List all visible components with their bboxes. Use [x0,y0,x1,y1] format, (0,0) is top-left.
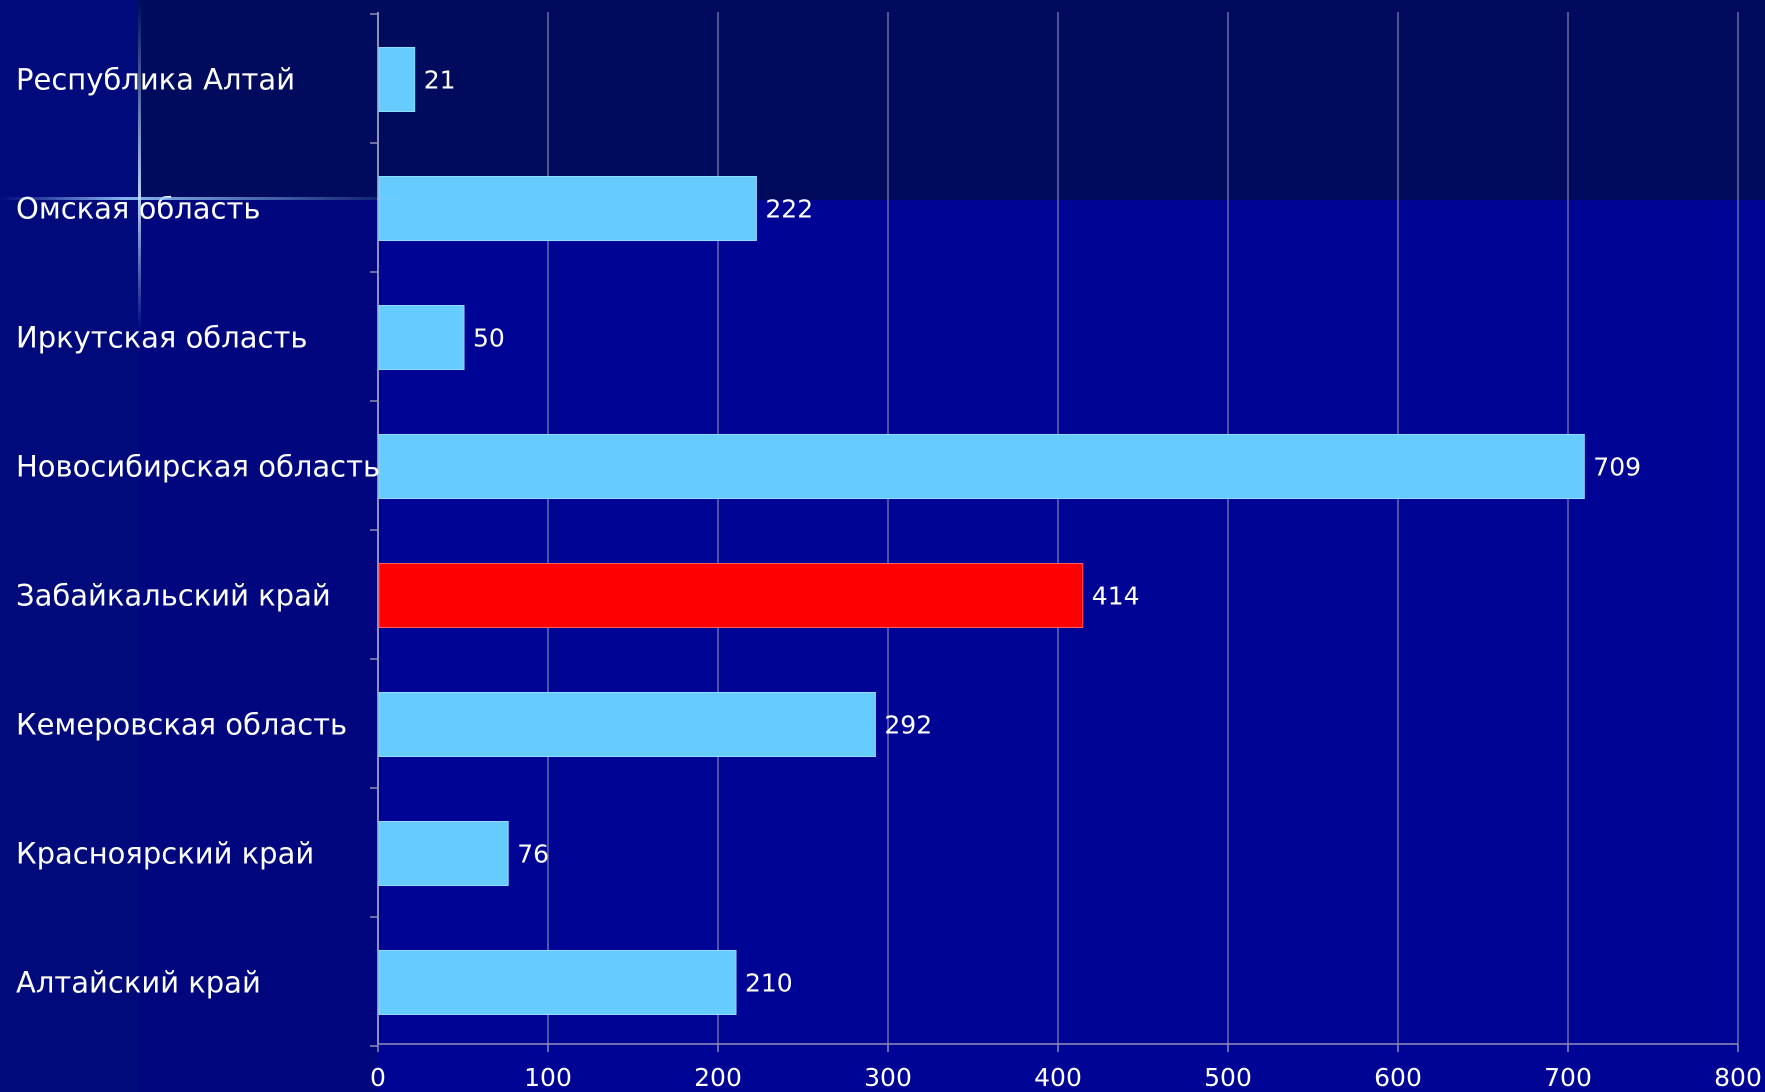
value-label-4: 414 [1092,582,1140,611]
value-label-6: 76 [517,840,549,869]
x-tick-label-300: 300 [864,1063,912,1092]
value-label-3: 709 [1593,453,1641,482]
x-tick-label-800: 800 [1714,1063,1762,1092]
axes [370,12,1739,1052]
category-label-2: Иркутская область [16,321,307,355]
x-tick-label-700: 700 [1544,1063,1592,1092]
category-label-7: Алтайский край [16,966,261,1000]
value-label-0: 21 [424,66,456,95]
bar-5 [378,692,876,757]
value-label-2: 50 [473,324,505,353]
category-label-4: Забайкальский край [16,579,331,613]
bar-4 [378,563,1084,628]
bar-3 [378,434,1585,499]
category-label-0: Республика Алтай [16,63,295,97]
category-label-6: Красноярский край [16,837,314,871]
grid-lines [547,12,1739,1044]
category-label-5: Кемеровская область [16,708,347,742]
lens-flare-horizontal [0,197,420,200]
bar-6 [378,821,509,886]
bar-2 [378,305,465,370]
value-label-7: 210 [745,969,793,998]
value-label-1: 222 [765,195,813,224]
left-panel-background [0,0,138,1092]
x-tick-label-600: 600 [1374,1063,1422,1092]
bars [378,47,1585,1015]
x-tick-label-500: 500 [1204,1063,1252,1092]
value-label-5: 292 [884,711,932,740]
x-tick-label-200: 200 [694,1063,742,1092]
bar-0 [378,47,416,112]
label-gutter-background [138,0,378,1092]
x-tick-label-0: 0 [370,1063,386,1092]
x-tick-label-400: 400 [1034,1063,1082,1092]
bar-1 [378,176,757,241]
category-label-3: Новосибирская область [16,450,380,484]
bar-7 [378,950,737,1015]
x-tick-label-100: 100 [524,1063,572,1092]
lens-flare-vertical [138,0,141,330]
